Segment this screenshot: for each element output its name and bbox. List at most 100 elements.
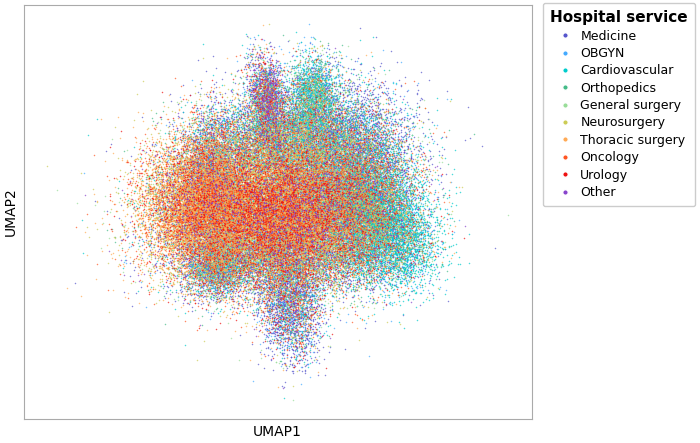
Point xyxy=(355,229,366,236)
Point xyxy=(397,239,408,246)
Point xyxy=(279,158,290,165)
Point xyxy=(265,179,276,187)
Point xyxy=(234,188,245,195)
Point xyxy=(388,199,399,206)
Point xyxy=(286,204,297,211)
Point xyxy=(292,263,303,270)
Point xyxy=(364,248,375,255)
Point xyxy=(262,210,274,218)
Point xyxy=(363,188,374,195)
Point xyxy=(349,235,360,242)
Point xyxy=(190,215,202,222)
Point xyxy=(299,211,310,218)
Point xyxy=(398,245,409,252)
Point xyxy=(279,130,290,137)
Point xyxy=(435,171,447,178)
Point xyxy=(372,170,384,177)
Point xyxy=(365,188,376,195)
Point xyxy=(326,199,337,206)
Point xyxy=(279,220,290,227)
Point xyxy=(335,267,346,274)
Point xyxy=(352,242,363,249)
Point xyxy=(118,189,130,196)
Point xyxy=(305,214,316,221)
Point xyxy=(344,151,356,158)
Point xyxy=(402,176,413,183)
Point xyxy=(193,172,204,179)
Point xyxy=(295,75,307,82)
Point xyxy=(171,209,182,216)
Point xyxy=(337,203,348,210)
Point xyxy=(290,81,302,88)
Point xyxy=(254,253,265,260)
Point xyxy=(171,160,182,167)
Point xyxy=(285,118,296,125)
Point xyxy=(201,210,212,218)
Point xyxy=(374,230,385,237)
Point xyxy=(213,154,224,161)
Point xyxy=(290,298,301,305)
Point xyxy=(354,248,365,255)
Point xyxy=(202,182,213,189)
Point xyxy=(265,198,276,205)
Point xyxy=(331,219,342,226)
Point xyxy=(295,133,307,140)
Point xyxy=(332,258,343,265)
Point xyxy=(300,239,311,246)
Point xyxy=(211,295,223,302)
Point xyxy=(316,65,327,72)
Point xyxy=(342,202,353,210)
Point xyxy=(320,214,331,222)
Point xyxy=(369,261,380,268)
Point xyxy=(377,219,388,226)
Point xyxy=(404,272,415,280)
Point xyxy=(394,147,405,154)
Point xyxy=(307,186,318,193)
Point xyxy=(194,151,205,158)
Point xyxy=(369,226,380,233)
Point xyxy=(323,228,334,235)
Point xyxy=(259,194,270,201)
Point xyxy=(297,237,308,244)
Point xyxy=(164,255,176,262)
Point xyxy=(328,162,339,169)
Point xyxy=(232,288,244,295)
Point xyxy=(292,238,303,245)
Point xyxy=(253,96,264,103)
Point xyxy=(290,79,302,86)
Point xyxy=(243,161,254,168)
Point xyxy=(437,171,448,178)
Point xyxy=(291,255,302,262)
Point xyxy=(259,217,270,224)
Point xyxy=(193,214,204,221)
Point xyxy=(415,284,426,291)
Point xyxy=(340,181,351,188)
Point xyxy=(284,176,295,183)
Point xyxy=(212,222,223,229)
Point xyxy=(326,269,337,276)
Point xyxy=(225,188,237,195)
Point xyxy=(281,229,293,236)
Point xyxy=(328,196,339,203)
Point xyxy=(254,210,265,218)
Point xyxy=(376,230,387,237)
Point xyxy=(244,196,256,203)
Point xyxy=(199,194,211,201)
Point xyxy=(335,150,346,157)
Point xyxy=(298,225,309,232)
Point xyxy=(384,184,395,191)
Point xyxy=(344,243,355,250)
Point xyxy=(216,187,228,194)
Point xyxy=(349,151,360,158)
Point xyxy=(209,269,220,276)
Point xyxy=(344,257,356,264)
Point xyxy=(296,132,307,139)
Point xyxy=(207,266,218,273)
Point xyxy=(372,210,383,217)
Point xyxy=(203,90,214,97)
Point xyxy=(190,180,202,187)
Point xyxy=(374,256,385,263)
Point xyxy=(291,167,302,174)
Point xyxy=(293,122,304,129)
Point xyxy=(265,197,276,204)
